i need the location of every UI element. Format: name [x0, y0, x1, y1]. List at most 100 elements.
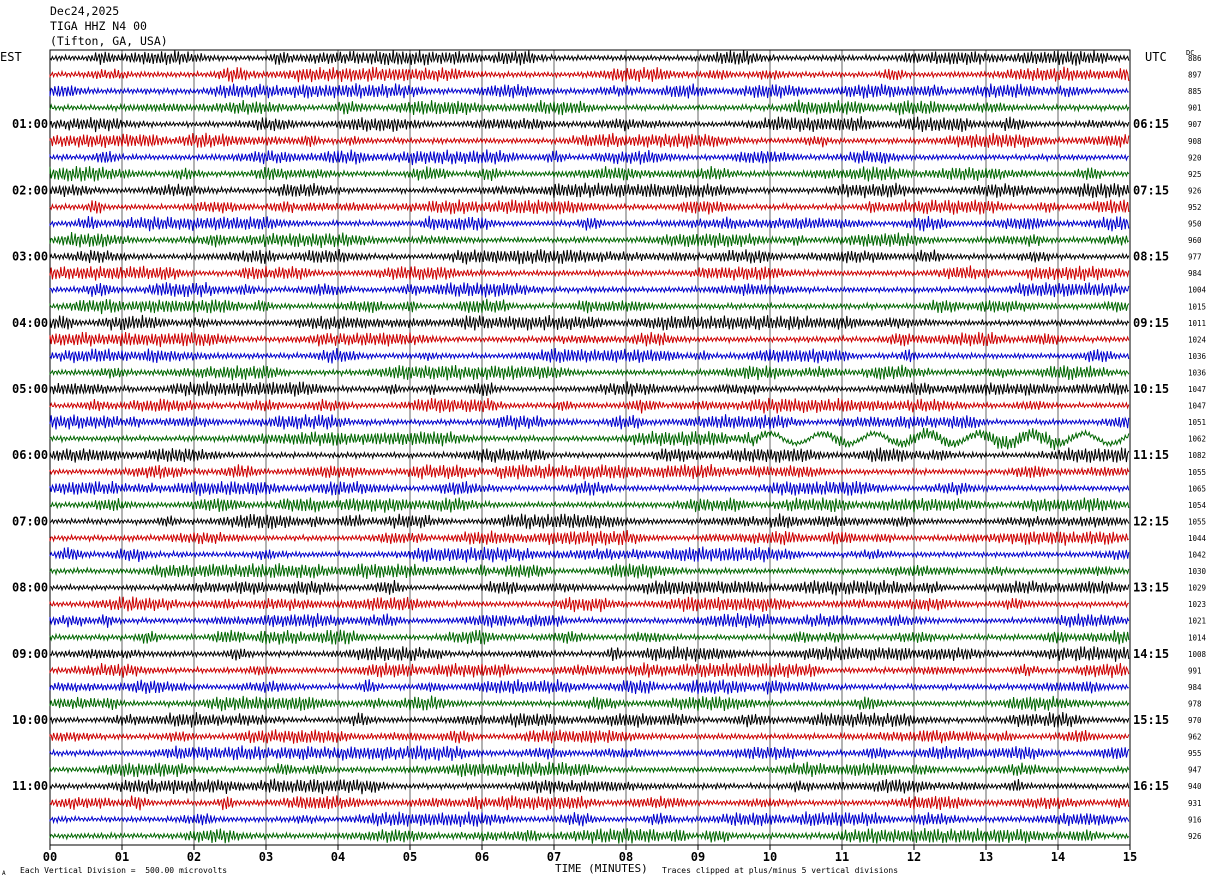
- seismic-trace: [49, 331, 1130, 348]
- left-time-label: 01:00: [12, 117, 48, 131]
- seismic-trace: [49, 811, 1130, 828]
- dc-offset-label: 978: [1188, 699, 1202, 708]
- left-time-label: 02:00: [12, 183, 48, 197]
- dc-offset-label: 947: [1188, 766, 1202, 775]
- x-tick-label: 05: [403, 850, 417, 864]
- dc-offset-label: 885: [1188, 87, 1202, 96]
- seismic-trace: [49, 513, 1130, 530]
- x-tick-label: 10: [763, 850, 777, 864]
- seismic-trace: [49, 381, 1130, 397]
- seismic-trace: [49, 580, 1130, 596]
- dc-offset-label: 1004: [1188, 286, 1207, 295]
- seismic-trace: [49, 662, 1130, 679]
- seismic-trace: [49, 166, 1130, 182]
- dc-offset-label: 950: [1188, 220, 1202, 229]
- left-time-label: 08:00: [12, 581, 48, 595]
- right-time-label: 09:15: [1133, 316, 1169, 330]
- dc-offset-label: 952: [1188, 203, 1202, 212]
- seismic-trace: [49, 414, 1130, 430]
- right-time-label: 14:15: [1133, 647, 1169, 661]
- seismic-trace: [49, 282, 1130, 298]
- dc-offset-label: 940: [1188, 782, 1202, 791]
- dc-offset-label: 1029: [1188, 584, 1206, 593]
- left-time-label: 06:00: [12, 448, 48, 462]
- dc-offset-label: 960: [1188, 236, 1202, 245]
- seismic-trace: [49, 563, 1130, 579]
- left-time-label: 11:00: [12, 779, 48, 793]
- dc-column-header: DC: [1186, 49, 1195, 57]
- x-tick-label: 00: [43, 850, 57, 864]
- x-tick-label: 04: [331, 850, 345, 864]
- dc-offset-label: 897: [1188, 71, 1202, 80]
- x-axis-title: TIME (MINUTES): [555, 862, 648, 875]
- x-tick-label: 08: [619, 850, 633, 864]
- dc-offset-label: 886: [1188, 54, 1202, 63]
- seismic-trace: [49, 50, 1130, 66]
- dc-offset-label: 908: [1188, 137, 1202, 146]
- right-time-label: 08:15: [1133, 250, 1169, 264]
- seismic-trace: [49, 828, 1130, 844]
- x-tick-label: 06: [475, 850, 489, 864]
- dc-offset-label: 1062: [1188, 435, 1206, 444]
- left-time-label: 10:00: [12, 713, 48, 727]
- dc-offset-label: 1008: [1188, 650, 1207, 659]
- clip-note: Traces clipped at plus/minus 5 vertical …: [662, 866, 899, 875]
- dc-offset-label: 1044: [1188, 534, 1207, 543]
- right-time-label: 10:15: [1133, 382, 1169, 396]
- seismic-trace: [49, 116, 1130, 133]
- seismic-trace: [49, 149, 1130, 166]
- seismic-trace: [49, 629, 1130, 645]
- dc-offset-label: 962: [1188, 733, 1202, 742]
- right-time-label: 06:15: [1133, 117, 1169, 131]
- x-tick-label: 01: [115, 850, 129, 864]
- dc-offset-label: 984: [1188, 683, 1202, 692]
- dc-offset-label: 984: [1188, 269, 1202, 278]
- x-tick-label: 12: [907, 850, 921, 864]
- dc-offset-label: 1036: [1188, 368, 1207, 377]
- x-tick-label: 13: [979, 850, 993, 864]
- right-timezone-label: UTC: [1145, 50, 1167, 64]
- seismic-trace: [49, 530, 1130, 546]
- seismic-trace: [49, 427, 1130, 451]
- dc-offset-label: 925: [1188, 170, 1202, 179]
- dc-offset-label: 1055: [1188, 468, 1206, 477]
- dc-offset-label: 1054: [1188, 501, 1207, 510]
- seismic-trace: [49, 463, 1130, 480]
- dc-offset-label: 977: [1188, 253, 1202, 262]
- dc-offset-label: 955: [1188, 749, 1202, 758]
- left-time-label: 07:00: [12, 514, 48, 528]
- x-tick-label: 09: [691, 850, 705, 864]
- left-time-label: 05:00: [12, 382, 48, 396]
- x-tick-label: 02: [187, 850, 201, 864]
- dc-offset-label: 1023: [1188, 600, 1206, 609]
- left-timezone-label: EST: [0, 50, 22, 64]
- right-time-label: 07:15: [1133, 183, 1169, 197]
- dc-offset-label: 1082: [1188, 451, 1206, 460]
- seismic-trace: [49, 795, 1130, 811]
- seismic-trace: [49, 314, 1130, 331]
- dc-offset-label: 931: [1188, 799, 1202, 808]
- seismic-trace: [49, 364, 1130, 381]
- seismic-trace: [49, 761, 1130, 778]
- seismic-trace: [49, 215, 1130, 232]
- seismic-trace: [49, 232, 1130, 248]
- dc-offset-label: 970: [1188, 716, 1202, 725]
- dc-offset-label: 901: [1188, 104, 1202, 113]
- right-time-label: 11:15: [1133, 448, 1169, 462]
- right-time-label: 12:15: [1133, 514, 1169, 528]
- dc-offset-label: 1030: [1188, 567, 1207, 576]
- seismic-trace: [49, 298, 1130, 315]
- dc-offset-label: 1011: [1188, 319, 1206, 328]
- seismic-trace: [49, 132, 1130, 149]
- right-time-label: 16:15: [1133, 779, 1169, 793]
- dc-offset-label: 1047: [1188, 402, 1206, 411]
- dc-offset-label: 1036: [1188, 352, 1207, 361]
- x-tick-label: 15: [1123, 850, 1137, 864]
- header-date: Dec24,2025: [50, 4, 120, 18]
- seismic-trace: [49, 612, 1130, 629]
- seismic-trace: [49, 199, 1130, 215]
- dc-offset-label: 1055: [1188, 517, 1206, 526]
- right-time-label: 15:15: [1133, 713, 1169, 727]
- seismic-trace: [49, 397, 1130, 414]
